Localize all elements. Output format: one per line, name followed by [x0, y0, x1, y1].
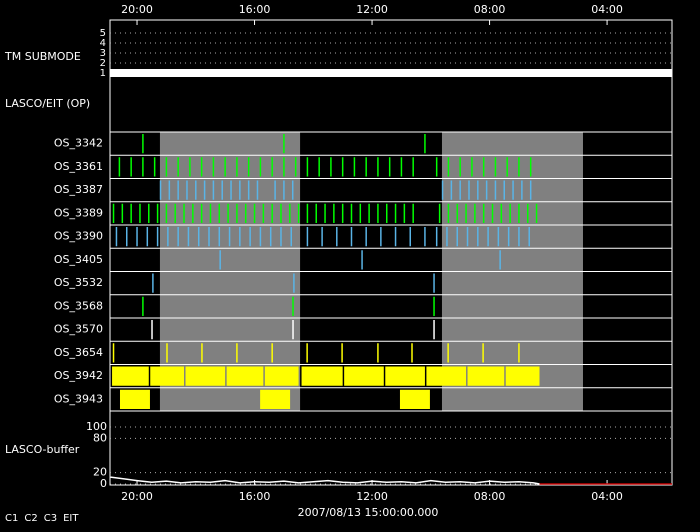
legend-entry: EIT	[63, 513, 79, 524]
row-label: OS_3361	[54, 160, 103, 173]
span	[467, 366, 505, 386]
chart-title: 2007/08/13 15:00:00.000	[298, 506, 439, 519]
frame	[109, 19, 673, 486]
y-tick-label: 80	[93, 431, 107, 444]
legend-entry: C3	[44, 513, 57, 524]
x-tick-label: 04:00	[591, 490, 623, 503]
span	[505, 366, 540, 386]
x-tick-label: 08:00	[474, 490, 506, 503]
y-tick-label: 0	[100, 477, 107, 490]
row-label: OS_3568	[54, 299, 103, 312]
span	[399, 389, 430, 409]
x-tick-label: 16:00	[239, 490, 271, 503]
x-tick-label: 20:00	[121, 3, 153, 16]
buffer-line	[110, 476, 540, 485]
y-tick-label: 100	[86, 420, 107, 433]
x-tick-label: 20:00	[121, 490, 153, 503]
row-label: OS_3654	[54, 346, 103, 359]
y-tick-label: 1	[100, 68, 106, 79]
x-tick-label: 12:00	[356, 490, 388, 503]
x-tick-label: 16:00	[239, 3, 271, 16]
span	[344, 366, 384, 386]
row-label: OS_3942	[54, 369, 103, 382]
y-tick-label: 20	[93, 466, 107, 479]
y-tick-label: 2	[100, 58, 106, 69]
row-label: OS_3570	[54, 323, 103, 336]
span	[226, 366, 264, 386]
y-tick-label: 4	[100, 38, 106, 49]
span	[426, 366, 467, 386]
x-tick-label: 04:00	[591, 3, 623, 16]
buffer-label: LASCO-buffer	[5, 443, 80, 456]
x-tick-label: 08:00	[474, 3, 506, 16]
span	[119, 389, 150, 409]
row-label: OS_3390	[54, 230, 103, 243]
y-tick-label: 3	[100, 48, 106, 59]
legend-entry: C1	[5, 513, 18, 524]
x-tick-label: 12:00	[356, 3, 388, 16]
row-label: OS_3387	[54, 183, 103, 196]
row-label: OS_3342	[54, 137, 103, 150]
row-label: OS_3532	[54, 276, 103, 289]
y-tick-label: 5	[100, 28, 106, 39]
row-label: OS_3389	[54, 206, 103, 219]
span	[260, 389, 291, 409]
row-label: OS_3405	[54, 253, 103, 266]
span	[150, 366, 185, 386]
span	[264, 366, 299, 386]
span	[385, 366, 425, 386]
legend-entry: C2	[24, 513, 37, 524]
span	[112, 366, 149, 386]
row-label: OS_3943	[54, 392, 103, 405]
span	[185, 366, 226, 386]
submode-label: TM SUBMODE	[4, 50, 81, 63]
panel-header: LASCO/EIT (OP)	[5, 97, 90, 110]
span	[301, 366, 343, 386]
